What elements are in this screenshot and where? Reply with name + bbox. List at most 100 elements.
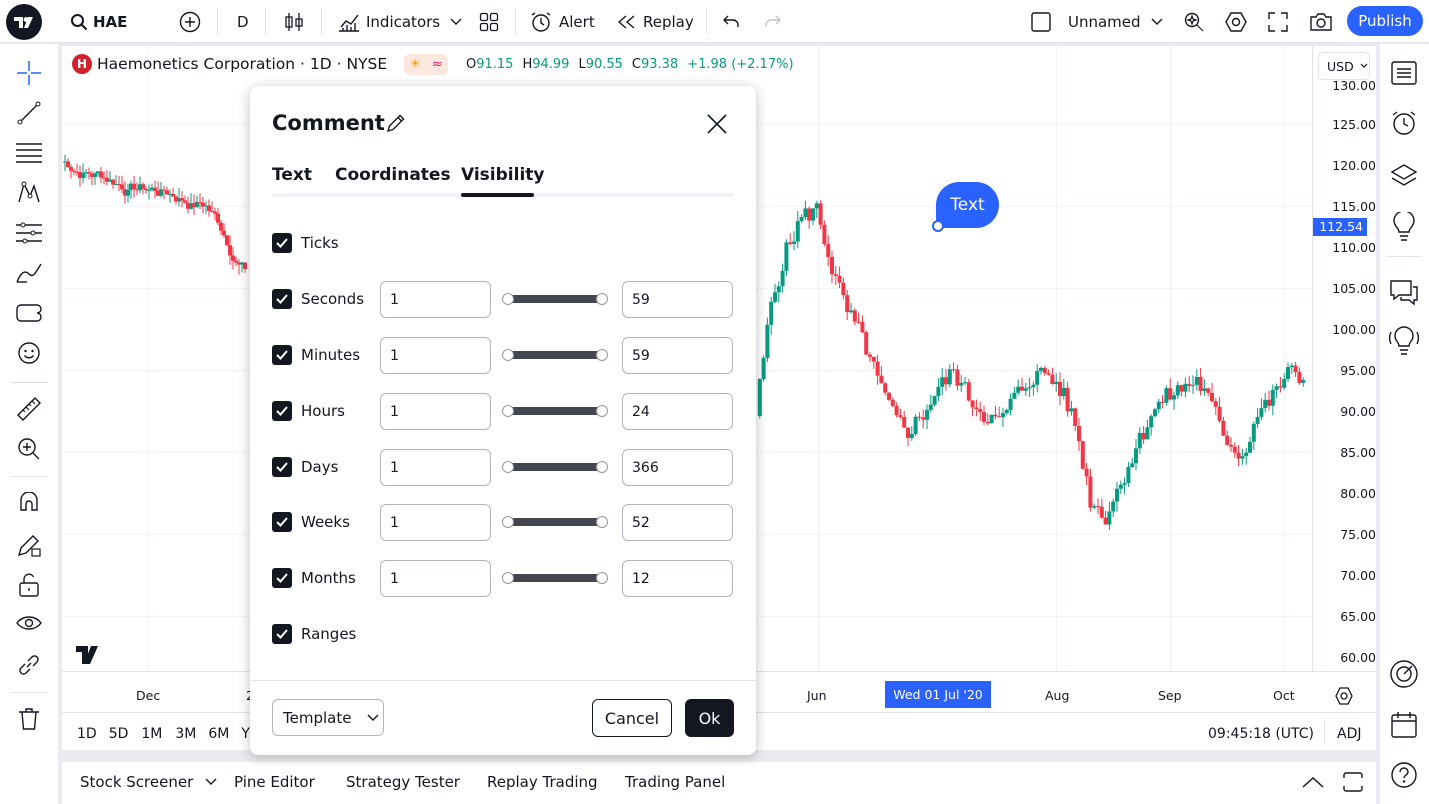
layout-button[interactable] — [1031, 0, 1051, 43]
symbol-search-button[interactable]: HAE — [70, 0, 127, 43]
zoom-tool[interactable] — [14, 434, 44, 464]
sync-drawings-tool[interactable] — [14, 650, 44, 680]
tab-replay-trading[interactable]: Replay Trading — [487, 762, 598, 802]
comment-annotation[interactable]: Text — [936, 182, 999, 228]
time-axis-settings-button[interactable] — [1335, 687, 1353, 709]
help-button[interactable] — [1386, 757, 1422, 793]
days-to-input[interactable]: 366 — [622, 449, 733, 486]
adjust-button[interactable]: ADJ — [1337, 726, 1362, 742]
tab-pine-editor[interactable]: Pine Editor — [234, 762, 315, 802]
layout-name-button[interactable]: Unnamed — [1068, 0, 1163, 43]
hours-checkbox[interactable] — [272, 401, 292, 421]
snapshot-button[interactable] — [1309, 0, 1333, 43]
replay-button[interactable]: Replay — [617, 0, 694, 43]
tab-stock-screener[interactable]: Stock Screener — [80, 762, 217, 802]
pattern-tool[interactable] — [14, 178, 44, 208]
seconds-to-input[interactable]: 59 — [622, 281, 733, 318]
currency-select[interactable]: USD — [1318, 52, 1370, 80]
fullscreen-button[interactable] — [1268, 0, 1288, 43]
trend-line-tool[interactable] — [14, 98, 44, 128]
seconds-range-slider[interactable] — [502, 289, 608, 309]
days-checkbox[interactable] — [272, 457, 292, 477]
undo-button[interactable] — [722, 0, 740, 43]
days-range-slider[interactable] — [502, 457, 608, 477]
brush-tool[interactable] — [14, 258, 44, 288]
slider-max-handle[interactable] — [596, 461, 608, 473]
weeks-from-input[interactable]: 1 — [380, 504, 491, 541]
maximize-panel-button[interactable] — [1342, 762, 1364, 802]
tab-text[interactable]: Text — [272, 165, 312, 185]
minutes-checkbox[interactable] — [272, 345, 292, 365]
hours-range-slider[interactable] — [502, 401, 608, 421]
slider-min-handle[interactable] — [502, 293, 514, 305]
weeks-range-slider[interactable] — [502, 512, 608, 532]
slider-min-handle[interactable] — [502, 405, 514, 417]
minutes-from-input[interactable]: 1 — [380, 337, 491, 374]
calendar-button[interactable] — [1386, 707, 1422, 743]
settings-button[interactable] — [1225, 0, 1247, 43]
seconds-checkbox[interactable] — [272, 289, 292, 309]
interval-button[interactable]: D — [237, 0, 249, 43]
slider-min-handle[interactable] — [502, 461, 514, 473]
symbol-title[interactable]: Haemonetics Corporation · 1D · NYSE — [97, 55, 388, 73]
slider-max-handle[interactable] — [596, 293, 608, 305]
timeframe-3m[interactable]: 3M — [175, 726, 197, 742]
ok-button[interactable]: Ok — [685, 699, 734, 737]
hours-to-input[interactable]: 24 — [622, 393, 733, 430]
tab-trading-panel[interactable]: Trading Panel — [625, 762, 725, 802]
months-checkbox[interactable] — [272, 568, 292, 588]
minutes-range-slider[interactable] — [502, 345, 608, 365]
cancel-button[interactable]: Cancel — [592, 699, 672, 737]
months-from-input[interactable]: 1 — [380, 560, 491, 597]
seconds-from-input[interactable]: 1 — [380, 281, 491, 318]
remove-drawings-tool[interactable] — [14, 704, 44, 734]
template-dropdown[interactable]: Template — [272, 699, 384, 736]
indicators-dropdown[interactable] — [450, 0, 462, 43]
text-tool[interactable] — [14, 298, 44, 328]
tab-visibility[interactable]: Visibility — [461, 165, 545, 185]
tab-strategy-tester[interactable]: Strategy Tester — [346, 762, 460, 802]
timeframe-1d[interactable]: 1D — [77, 726, 97, 742]
slider-min-handle[interactable] — [502, 572, 514, 584]
slider-min-handle[interactable] — [502, 516, 514, 528]
close-dialog-button[interactable] — [706, 113, 728, 139]
watchlist-button[interactable] — [1386, 55, 1422, 91]
publish-button[interactable]: Publish — [1347, 6, 1423, 36]
ticks-checkbox[interactable] — [272, 233, 292, 253]
measure-tool[interactable] — [14, 394, 44, 424]
crosshair-tool[interactable] — [14, 58, 44, 88]
magnet-tool[interactable] — [14, 490, 44, 520]
weeks-to-input[interactable]: 52 — [622, 504, 733, 541]
indicators-button[interactable]: Indicators — [338, 0, 440, 43]
templates-button[interactable] — [479, 0, 499, 43]
chats-button[interactable] — [1386, 274, 1422, 310]
quick-search-button[interactable] — [1183, 0, 1205, 43]
timeframe-1m[interactable]: 1M — [141, 726, 163, 742]
expand-panel-button[interactable] — [1302, 762, 1324, 802]
slider-max-handle[interactable] — [596, 405, 608, 417]
slider-min-handle[interactable] — [502, 349, 514, 361]
object-tree-button[interactable] — [1386, 158, 1422, 194]
timeframe-6m[interactable]: 6M — [208, 726, 230, 742]
tradingview-watermark[interactable] — [74, 644, 110, 670]
emoji-tool[interactable] — [14, 338, 44, 368]
slider-max-handle[interactable] — [596, 572, 608, 584]
lock-all-tool[interactable] — [14, 570, 44, 600]
alert-button[interactable]: Alert — [530, 0, 595, 43]
annotation-anchor-handle[interactable] — [932, 220, 944, 232]
slider-max-handle[interactable] — [596, 516, 608, 528]
tab-coordinates[interactable]: Coordinates — [335, 165, 451, 185]
ideas-button[interactable] — [1386, 209, 1422, 245]
clock[interactable]: 09:45:18 (UTC) — [1208, 726, 1315, 742]
compare-symbol-button[interactable] — [179, 0, 201, 43]
chart-type-button[interactable] — [284, 0, 304, 43]
timeframe-5d[interactable]: 5D — [108, 726, 129, 742]
ranges-checkbox[interactable] — [272, 624, 292, 644]
alerts-button[interactable] — [1386, 105, 1422, 141]
redo-button[interactable] — [764, 0, 782, 43]
market-status-badge[interactable]: ☀ ≈ — [404, 54, 448, 75]
fib-tool[interactable] — [14, 138, 44, 168]
pulse-button[interactable] — [1386, 656, 1422, 692]
minutes-to-input[interactable]: 59 — [622, 337, 733, 374]
forecast-tool[interactable] — [14, 218, 44, 248]
